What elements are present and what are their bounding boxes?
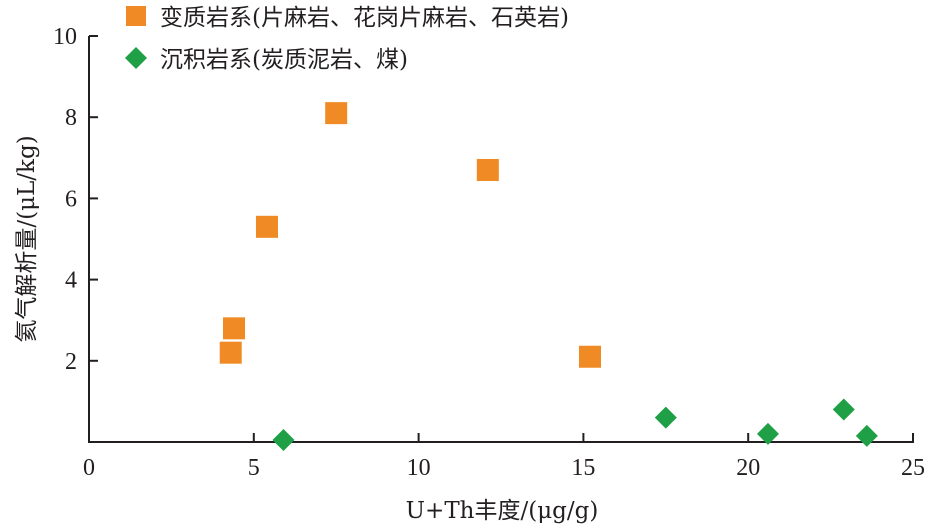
x-tick-label: 15 [571, 455, 595, 481]
data-point-sedimentary [272, 428, 295, 451]
data-point-sedimentary [756, 422, 779, 445]
x-tick-label: 25 [901, 455, 925, 481]
data-point-metamorphic [219, 341, 242, 364]
x-tick-label: 10 [407, 455, 431, 481]
legend-label-metamorphic: 变质岩系(片麻岩、花岗片麻岩、石英岩) [160, 5, 569, 31]
y-tick-label: 6 [65, 186, 77, 212]
y-tick-label: 10 [53, 24, 77, 50]
legend-marker-diamond [125, 47, 147, 69]
y-tick-label: 4 [65, 268, 77, 294]
y-axis-ticks: 2 4 6 8 10 [53, 24, 98, 375]
y-tick-label: 2 [65, 349, 77, 375]
data-point-sedimentary [855, 424, 878, 447]
legend: 变质岩系(片麻岩、花岗片麻岩、石英岩) 沉积岩系(炭质泥岩、煤) [125, 5, 569, 73]
y-axis-title: 氦气解析量/(μL/kg) [14, 135, 40, 342]
x-axis-ticks: 0 5 10 15 20 25 [83, 433, 925, 481]
x-tick-label: 0 [83, 455, 95, 481]
data-point-sedimentary [654, 406, 677, 429]
axes [88, 36, 914, 443]
x-axis-title: U+Th丰度/(μg/g) [406, 498, 599, 524]
legend-marker-square [126, 6, 146, 26]
x-tick-label: 5 [248, 455, 260, 481]
data-point-sedimentary [832, 398, 855, 421]
legend-item-sedimentary: 沉积岩系(炭质泥岩、煤) [125, 47, 408, 73]
data-point-metamorphic [476, 158, 499, 181]
legend-label-sedimentary: 沉积岩系(炭质泥岩、煤) [160, 47, 408, 73]
legend-item-metamorphic: 变质岩系(片麻岩、花岗片麻岩、石英岩) [126, 5, 569, 31]
y-tick-label: 8 [65, 105, 77, 131]
data-point-metamorphic [223, 317, 246, 340]
data-point-metamorphic [325, 102, 348, 125]
data-point-metamorphic [255, 215, 278, 238]
data-point-metamorphic [578, 345, 601, 368]
x-tick-label: 20 [736, 455, 760, 481]
data-points [219, 102, 878, 451]
